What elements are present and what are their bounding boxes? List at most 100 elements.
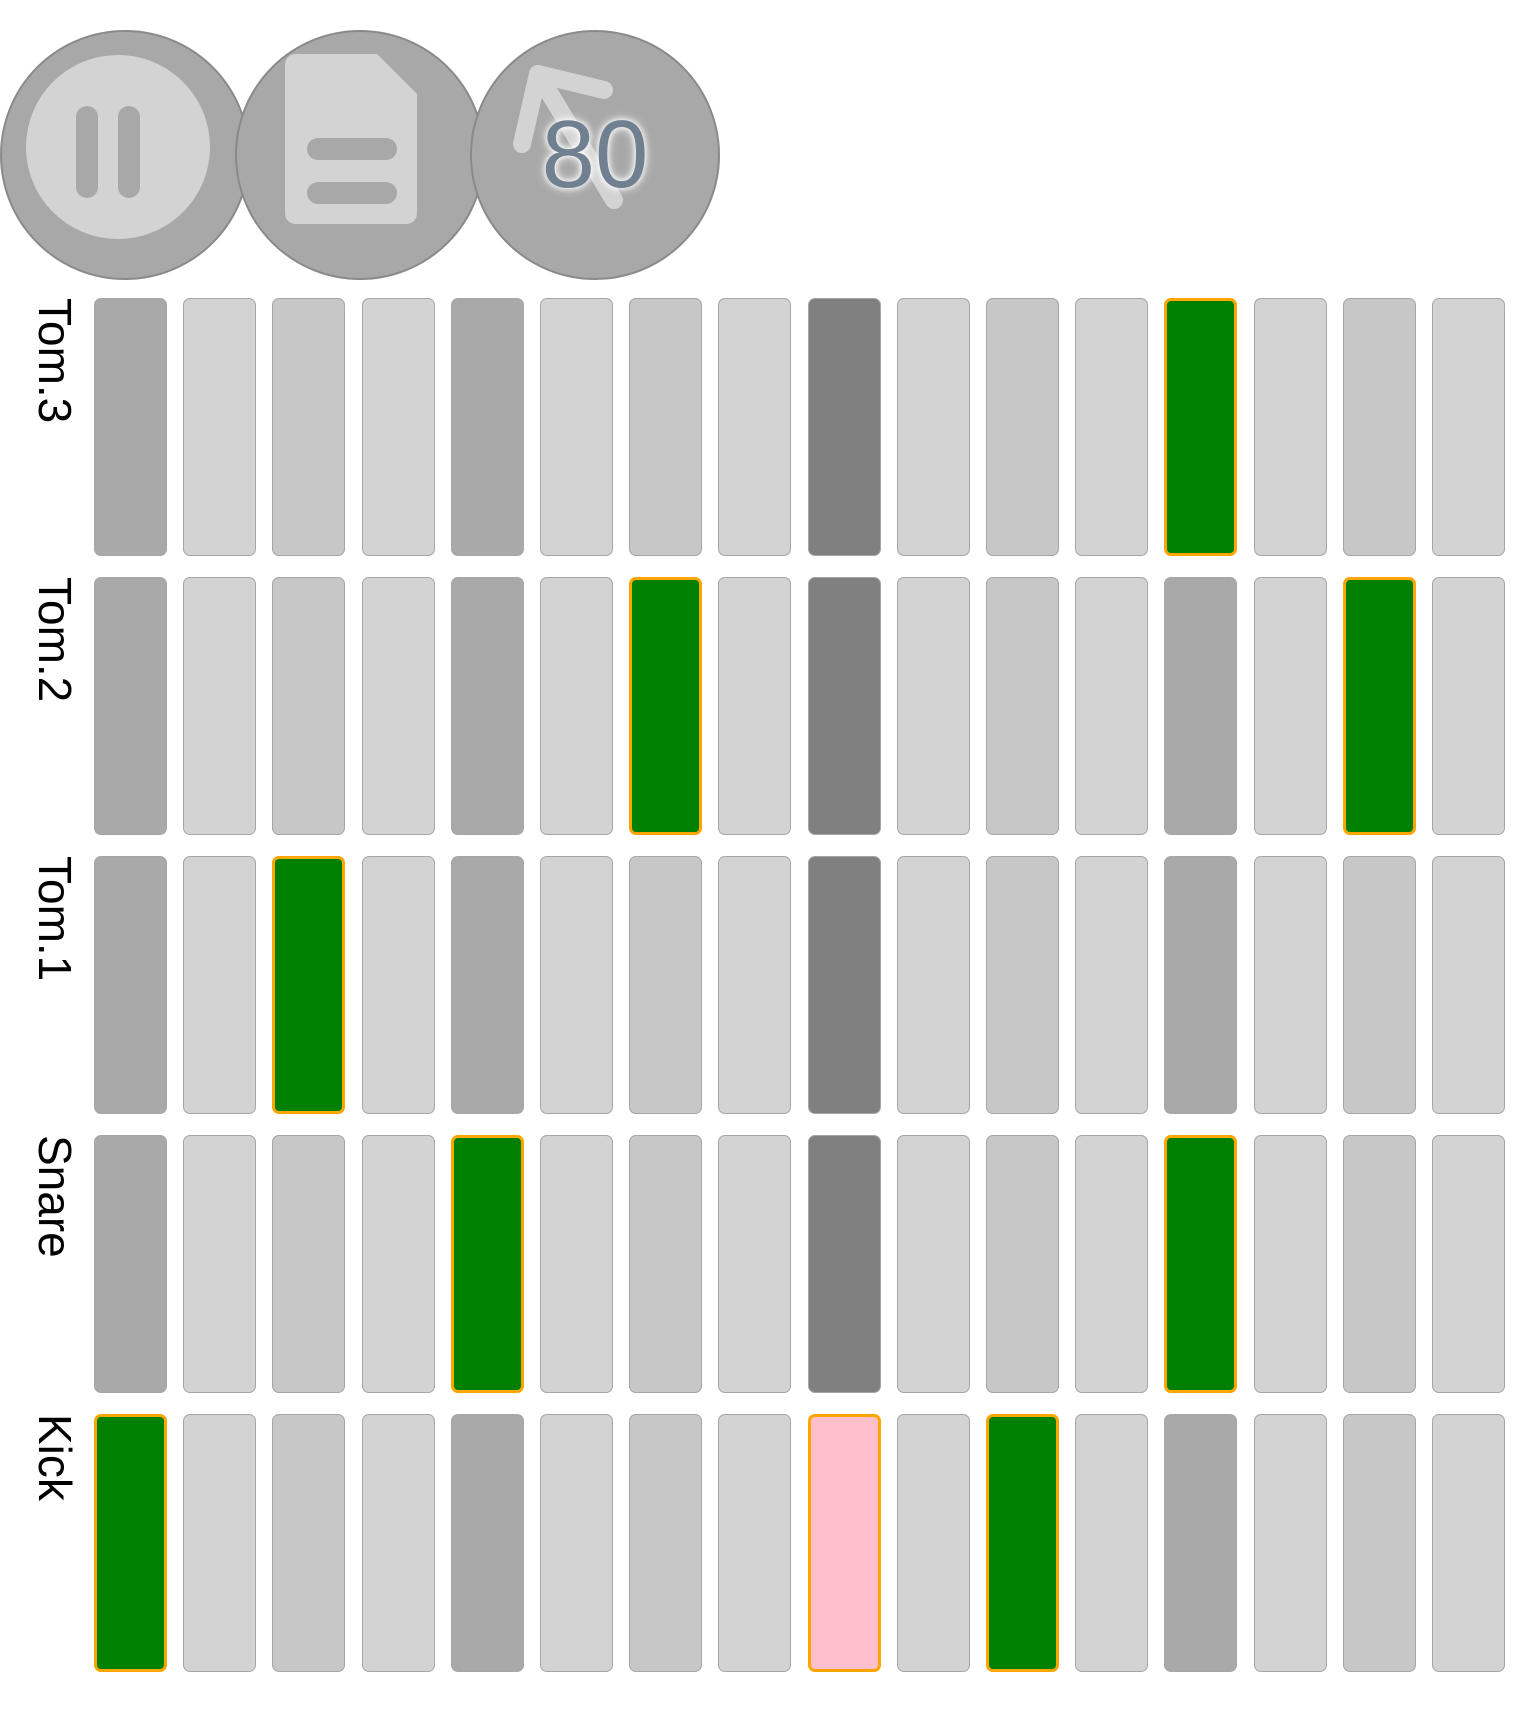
play-pause-button[interactable] — [0, 30, 250, 280]
track-row: Tom.1 — [0, 856, 1539, 1116]
step-cell[interactable] — [451, 298, 524, 556]
step-cell[interactable] — [94, 1135, 167, 1393]
step-cell[interactable] — [362, 1135, 435, 1393]
step-cell[interactable] — [897, 298, 970, 556]
step-cell[interactable] — [1254, 1414, 1327, 1672]
step-cell[interactable] — [272, 298, 345, 556]
step-cell[interactable] — [1075, 298, 1148, 556]
toolbar: 80 — [0, 30, 720, 282]
step-cell[interactable] — [1343, 577, 1416, 835]
step-cell[interactable] — [986, 1414, 1059, 1672]
step-cell[interactable] — [94, 298, 167, 556]
step-cell[interactable] — [183, 577, 256, 835]
step-cell[interactable] — [183, 1414, 256, 1672]
file-icon — [285, 54, 417, 224]
step-cell[interactable] — [808, 298, 881, 556]
step-cell[interactable] — [540, 1135, 613, 1393]
track-row: Kick — [0, 1414, 1539, 1674]
step-cell[interactable] — [1164, 1414, 1237, 1672]
step-cell[interactable] — [362, 577, 435, 835]
step-cell[interactable] — [897, 1135, 970, 1393]
step-cell[interactable] — [1075, 1414, 1148, 1672]
step-cell[interactable] — [451, 1135, 524, 1393]
step-cell[interactable] — [629, 1135, 702, 1393]
step-cell[interactable] — [272, 1414, 345, 1672]
track-name: Tom.3 — [29, 298, 81, 424]
step-cell[interactable] — [1075, 577, 1148, 835]
step-cell[interactable] — [272, 577, 345, 835]
step-cell[interactable] — [808, 856, 881, 1114]
step-cell[interactable] — [362, 1414, 435, 1672]
step-cell[interactable] — [540, 1414, 613, 1672]
step-cell[interactable] — [1343, 1414, 1416, 1672]
step-cell[interactable] — [718, 1135, 791, 1393]
step-cell[interactable] — [94, 577, 167, 835]
step-cell[interactable] — [718, 1414, 791, 1672]
step-cells — [94, 1135, 1514, 1395]
step-cell[interactable] — [540, 298, 613, 556]
step-cell[interactable] — [897, 577, 970, 835]
step-cell[interactable] — [1343, 856, 1416, 1114]
step-cell[interactable] — [1254, 1135, 1327, 1393]
step-cell[interactable] — [1254, 856, 1327, 1114]
step-cell[interactable] — [94, 856, 167, 1114]
track-row: Tom.2 — [0, 577, 1539, 837]
step-cell[interactable] — [808, 577, 881, 835]
arrow-up-left-icon — [513, 65, 623, 209]
step-cells — [94, 577, 1514, 837]
step-cells — [94, 856, 1514, 1116]
step-cell[interactable] — [808, 1135, 881, 1393]
step-cell[interactable] — [272, 856, 345, 1114]
step-cell[interactable] — [1432, 1135, 1505, 1393]
step-cell[interactable] — [1075, 1135, 1148, 1393]
step-cell[interactable] — [718, 856, 791, 1114]
step-cell[interactable] — [451, 1414, 524, 1672]
step-cell[interactable] — [629, 1414, 702, 1672]
step-cell[interactable] — [629, 298, 702, 556]
step-cell[interactable] — [183, 298, 256, 556]
step-cell[interactable] — [986, 298, 1059, 556]
step-cell[interactable] — [183, 856, 256, 1114]
file-button[interactable] — [235, 30, 485, 280]
step-cell[interactable] — [183, 1135, 256, 1393]
track-name: Snare — [29, 1135, 81, 1258]
step-cell[interactable] — [362, 856, 435, 1114]
step-cell[interactable] — [362, 298, 435, 556]
step-cell[interactable] — [1075, 856, 1148, 1114]
step-cell[interactable] — [272, 1135, 345, 1393]
step-cell[interactable] — [1432, 577, 1505, 835]
tempo-button[interactable]: 80 — [470, 30, 720, 280]
step-cell[interactable] — [897, 856, 970, 1114]
step-cell[interactable] — [1164, 577, 1237, 835]
track-label: Tom.2 — [28, 577, 81, 837]
step-cell[interactable] — [1343, 298, 1416, 556]
step-cell[interactable] — [1432, 856, 1505, 1114]
step-cell[interactable] — [718, 298, 791, 556]
step-cell[interactable] — [1164, 298, 1237, 556]
step-cell[interactable] — [986, 1135, 1059, 1393]
step-cells — [94, 298, 1514, 558]
pause-icon — [26, 55, 210, 239]
step-cell[interactable] — [1254, 577, 1327, 835]
step-cell[interactable] — [1432, 298, 1505, 556]
step-cell[interactable] — [451, 856, 524, 1114]
track-label: Tom.3 — [28, 298, 81, 558]
step-cell[interactable] — [1343, 1135, 1416, 1393]
step-cell[interactable] — [718, 577, 791, 835]
step-cell[interactable] — [808, 1414, 881, 1672]
track-row: Tom.3 — [0, 298, 1539, 558]
step-cell[interactable] — [986, 856, 1059, 1114]
track-row: Snare — [0, 1135, 1539, 1395]
step-cell[interactable] — [1164, 1135, 1237, 1393]
step-cell[interactable] — [1254, 298, 1327, 556]
step-cell[interactable] — [986, 577, 1059, 835]
step-cell[interactable] — [897, 1414, 970, 1672]
step-cell[interactable] — [540, 577, 613, 835]
step-cell[interactable] — [1164, 856, 1237, 1114]
step-cell[interactable] — [629, 577, 702, 835]
step-cell[interactable] — [1432, 1414, 1505, 1672]
step-cell[interactable] — [451, 577, 524, 835]
step-cell[interactable] — [94, 1414, 167, 1672]
step-cell[interactable] — [540, 856, 613, 1114]
step-cell[interactable] — [629, 856, 702, 1114]
